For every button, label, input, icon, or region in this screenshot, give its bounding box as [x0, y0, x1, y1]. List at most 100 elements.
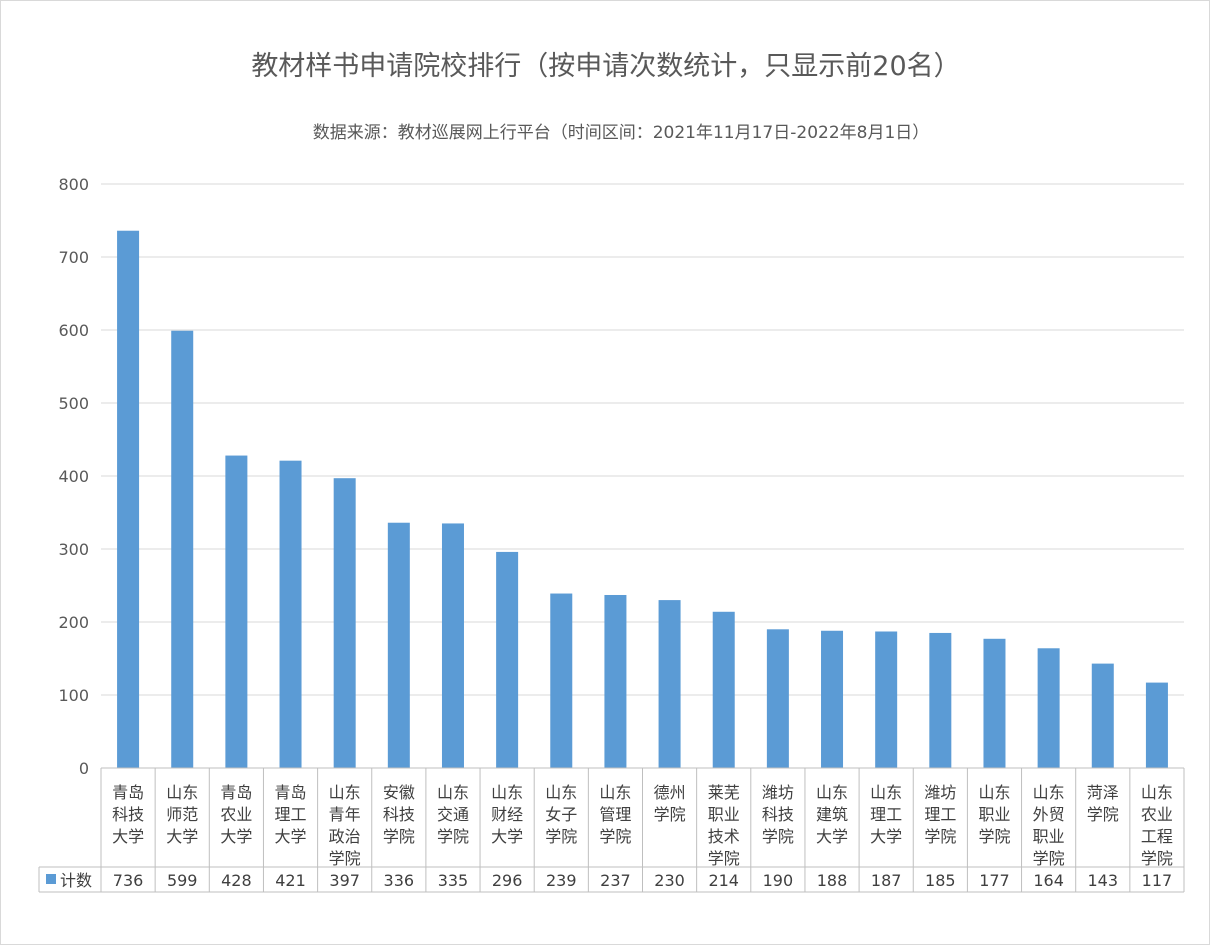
y-tick-label: 300: [58, 540, 89, 559]
data-label: 237: [600, 871, 631, 890]
gridlines: [101, 183, 1184, 696]
x-tick-label-line: 山东: [599, 783, 631, 802]
x-tick-label-line: 职业: [978, 805, 1010, 824]
bar: [875, 631, 898, 768]
x-tick-label: 山东理工大学: [870, 783, 902, 846]
x-tick-label: 青岛农业大学: [220, 783, 252, 846]
x-tick-label: 潍坊理工学院: [924, 783, 956, 846]
bar: [333, 478, 356, 768]
x-tick-label-line: 莱芜: [708, 783, 740, 802]
legend-label: 计数: [60, 871, 92, 890]
x-tick-label-line: 科技: [762, 805, 794, 824]
x-tick-label-line: 技术: [708, 827, 740, 846]
x-tick-label: 山东财经大学: [491, 783, 523, 846]
data-label: 421: [275, 871, 306, 890]
x-tick-label-line: 工程: [1141, 827, 1173, 846]
x-tick-label-line: 理工: [870, 805, 902, 824]
x-tick-label-line: 山东: [545, 783, 577, 802]
x-tick-label-line: 交通: [437, 805, 469, 824]
x-tick-label: 山东职业学院: [978, 783, 1010, 846]
x-tick-label-line: 青年: [329, 805, 361, 824]
x-tick-label-line: 学院: [1087, 805, 1119, 824]
bar: [1145, 682, 1168, 768]
x-tick-label-line: 学院: [762, 827, 794, 846]
x-tick-label-line: 山东: [816, 783, 848, 802]
y-tick-label: 500: [58, 394, 89, 413]
x-tick-label: 安徽科技学院: [383, 783, 415, 846]
x-tick-label-line: 政治: [329, 827, 361, 846]
y-tick-label: 600: [58, 321, 89, 340]
chart-subtitle: 数据来源：教材巡展网上行平台（时间区间：2021年11月17日-2022年8月1…: [313, 123, 930, 143]
x-tick-label-line: 安徽: [383, 783, 415, 802]
x-tick-label-line: 学院: [383, 827, 415, 846]
x-tick-label-line: 山东: [166, 783, 198, 802]
x-tick-label-line: 大学: [275, 827, 307, 846]
x-tick-label-line: 科技: [112, 805, 144, 824]
x-tick-label: 莱芜职业技术学院: [708, 783, 740, 868]
x-tick-label-line: 职业: [708, 805, 740, 824]
data-label: 428: [221, 871, 252, 890]
bar: [1037, 648, 1060, 768]
y-tick-label: 0: [79, 759, 89, 778]
y-tick-label: 100: [58, 686, 89, 705]
x-tick-label: 山东青年政治学院: [329, 783, 361, 868]
x-tick-label-line: 潍坊: [762, 783, 794, 802]
x-tick-label-line: 德州: [654, 783, 686, 802]
x-tick-label-line: 山东: [1033, 783, 1065, 802]
x-tick-label-line: 青岛: [112, 783, 144, 802]
x-tick-label-line: 潍坊: [924, 783, 956, 802]
bar: [712, 611, 735, 768]
data-label: 187: [871, 871, 902, 890]
x-tick-label: 青岛科技大学: [112, 783, 144, 846]
bar: [117, 230, 140, 769]
x-tick-label: 潍坊科技学院: [762, 783, 794, 846]
x-tick-label-line: 管理: [599, 805, 631, 824]
x-tick-label-line: 大学: [220, 827, 252, 846]
x-tick-label-line: 大学: [870, 827, 902, 846]
x-tick-label-line: 理工: [275, 805, 307, 824]
data-label: 230: [654, 871, 685, 890]
data-label: 117: [1142, 871, 1173, 890]
bar: [496, 551, 519, 768]
x-tick-label-line: 学院: [437, 827, 469, 846]
x-tick-label-line: 山东: [870, 783, 902, 802]
x-tick-label-line: 理工: [924, 805, 956, 824]
data-label: 190: [763, 871, 794, 890]
y-tick-label: 400: [58, 467, 89, 486]
x-tick-label-line: 科技: [383, 805, 415, 824]
bar: [441, 523, 464, 768]
data-label: 397: [329, 871, 360, 890]
x-tick-label: 德州学院: [654, 783, 686, 824]
data-label: 335: [438, 871, 469, 890]
x-tick-label-line: 建筑: [816, 805, 848, 824]
x-tick-label: 菏泽学院: [1087, 783, 1119, 824]
y-axis: 0 100 200 300 400 500 600 700 800: [58, 175, 89, 778]
x-tick-label-line: 菏泽: [1087, 783, 1119, 802]
x-tick-label-line: 学院: [1033, 849, 1065, 868]
bar: [929, 632, 952, 768]
x-tick-label-line: 学院: [978, 827, 1010, 846]
x-tick-label: 山东师范大学: [166, 783, 198, 846]
x-tick-label-line: 学院: [599, 827, 631, 846]
data-label: 185: [925, 871, 956, 890]
x-tick-label-line: 学院: [924, 827, 956, 846]
y-tick-label: 800: [58, 175, 89, 194]
x-tick-label: 山东交通学院: [437, 783, 469, 846]
bar: [766, 629, 789, 768]
x-tick-label-line: 外贸: [1033, 805, 1065, 824]
bar: [1091, 663, 1114, 768]
x-tick-label: 山东农业工程学院: [1141, 783, 1173, 868]
bar: [604, 594, 627, 768]
bar: [983, 638, 1006, 768]
data-label: 164: [1033, 871, 1064, 890]
x-tick-label-line: 青岛: [220, 783, 252, 802]
x-tick-label-line: 山东: [978, 783, 1010, 802]
y-tick-label: 700: [58, 248, 89, 267]
x-tick-label-line: 女子: [545, 805, 577, 824]
x-tick-label: 青岛理工大学: [275, 783, 307, 846]
bar: [550, 593, 573, 768]
x-tick-label-line: 学院: [708, 849, 740, 868]
bar: [171, 330, 194, 768]
x-tick-label-line: 师范: [166, 805, 198, 824]
x-tick-label: 山东外贸职业学院: [1033, 783, 1065, 868]
